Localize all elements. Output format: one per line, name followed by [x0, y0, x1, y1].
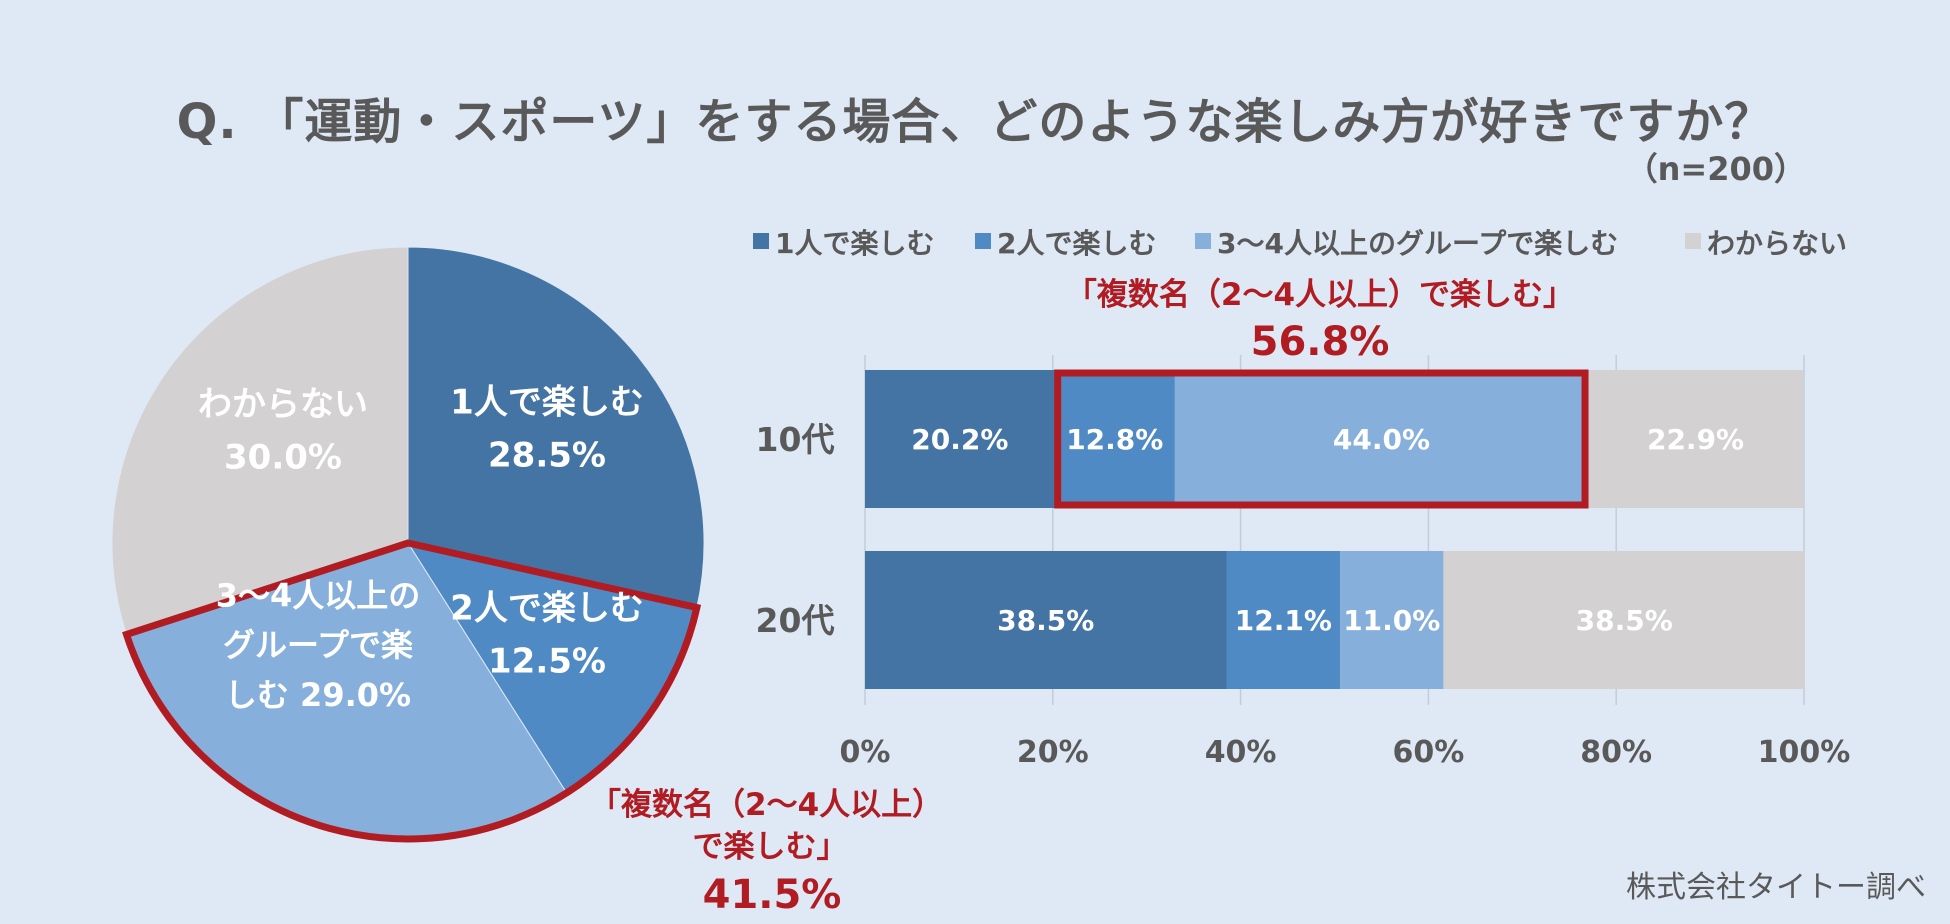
pie-highlight-outline — [122, 539, 702, 843]
pie-callout-line1: 「複数名（2〜4人以上） — [590, 787, 943, 823]
y-category-label: 10代 — [756, 420, 835, 459]
y-category-label: 20代 — [756, 601, 835, 640]
bar-data-label: 22.9% — [1647, 423, 1744, 456]
bar-segment — [1443, 551, 1805, 689]
pie-label-3-line-1: 3〜4人以上の — [216, 577, 421, 615]
pie-label-3-line-2: グループで楽 — [223, 626, 413, 664]
x-tick-label: 40% — [1205, 735, 1277, 770]
legend-label: 2人で楽しむ — [997, 227, 1156, 260]
sample-size: （n=200） — [1625, 150, 1806, 188]
bar-highlight-box — [1054, 369, 1589, 509]
bar-data-label: 12.8% — [1066, 423, 1163, 456]
pie-chart: 1人で楽しむ 28.5% 2人で楽しむ 12.5% 3〜4人以上のグループで楽しむ 29… — [111, 246, 705, 843]
bar-data-label: 11.0% — [1343, 604, 1440, 637]
legend-label: わからない — [1707, 227, 1847, 260]
chart-title: Q. 「運動・スポーツ」をする場合、どのような楽しみ方が好きですか？ — [176, 94, 1774, 150]
pie-callout-value: 41.5% — [703, 872, 842, 918]
pie-label-1-line-2: 28.5% — [488, 435, 606, 475]
pie-callout-line2: で楽しむ」 — [693, 829, 848, 865]
pie-slice-1 — [407, 246, 705, 609]
bar-segment — [865, 551, 1227, 689]
bar-segment — [1340, 551, 1444, 689]
bar-data-label: 38.5% — [997, 604, 1094, 637]
bar-data-label: 12.1% — [1235, 604, 1332, 637]
legend-swatch — [753, 233, 769, 249]
source-note: 株式会社タイトー調べ — [1626, 870, 1926, 905]
bar-callout-line1: 「複数名（2〜4人以上）で楽しむ」 — [1066, 277, 1574, 313]
pie-label-2-line-1: 2人で楽しむ — [450, 589, 644, 629]
pie-label-4-line-1: わからない — [198, 385, 368, 425]
bar-segment — [1174, 370, 1589, 508]
x-tick-label: 0% — [840, 735, 891, 770]
callouts: 「複数名（2〜4人以上） で楽しむ」 41.5% 「複数名（2〜4人以上）で楽し… — [590, 277, 1574, 918]
legend-label: 1人で楽しむ — [775, 227, 934, 260]
legend-swatch — [1685, 233, 1701, 249]
pie-label-2-line-2: 12.5% — [488, 641, 606, 681]
legend-label: 3〜4人以上のグループで楽しむ — [1217, 227, 1618, 260]
bar-data-label: 44.0% — [1333, 423, 1430, 456]
legend-swatch — [1195, 233, 1211, 249]
x-tick-label: 100% — [1758, 735, 1851, 770]
x-tick-label: 80% — [1580, 735, 1652, 770]
x-tick-label: 60% — [1392, 735, 1464, 770]
pie-label-1-line-1: 1人で楽しむ — [450, 383, 644, 423]
pie-label-4-line-2: 30.0% — [224, 437, 342, 477]
bar-segment — [865, 370, 1055, 508]
pie-slice-4 — [111, 246, 409, 636]
bar-data-label: 38.5% — [1576, 604, 1673, 637]
legend-swatch — [975, 233, 991, 249]
bar-segment — [1226, 551, 1341, 689]
pie-label-3-line-3: しむ 29.0% — [225, 676, 411, 714]
bar-segment — [1054, 370, 1175, 508]
bar-segment — [1588, 370, 1804, 508]
bar-callout-value: 56.8% — [1251, 319, 1390, 365]
stacked-bar-chart: 0% 20% 40% 60% 80% 100% 10代 20.2% 12.8% 44.0% 22.9… — [756, 355, 1851, 770]
x-tick-label: 20% — [1017, 735, 1089, 770]
bar-data-label: 20.2% — [911, 423, 1008, 456]
bar-legend: 1人で楽しむ 2人で楽しむ 3〜4人以上のグループで楽しむ わからない — [753, 227, 1847, 260]
